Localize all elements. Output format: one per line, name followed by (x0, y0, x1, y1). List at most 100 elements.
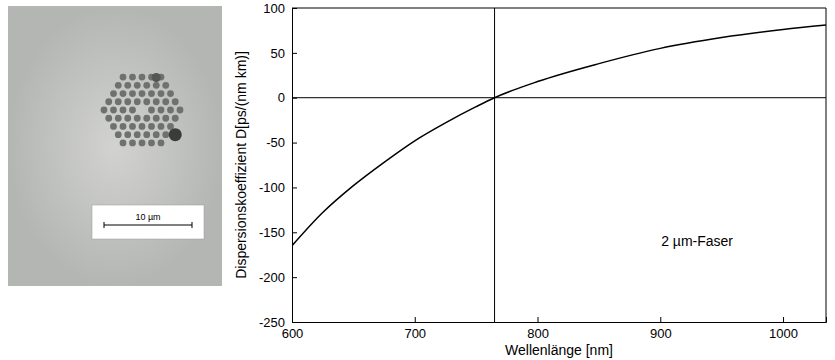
fiber-hole (162, 115, 169, 122)
annotation: 2 µm-Faser (661, 233, 733, 249)
y-tick: -150 (259, 225, 297, 240)
x-tick-mark (660, 317, 661, 322)
fiber-hole (115, 115, 122, 122)
y-tick-mark (292, 232, 297, 233)
fiber-hole (143, 115, 150, 122)
fiber-hole (134, 98, 141, 105)
fiber-hole (129, 107, 136, 114)
y-tick: -100 (259, 180, 297, 195)
fiber-hole (115, 82, 122, 89)
fiber-hole (158, 90, 165, 97)
fiber-hole (124, 82, 131, 89)
scale-bar-end (192, 222, 193, 228)
fiber-hole (158, 107, 165, 114)
fiber-hole (153, 115, 160, 122)
fiber-hole (129, 74, 136, 81)
fiber-hole (143, 131, 150, 138)
y-axis: -250 -200 -150 -100 -50 0 50 100 (259, 1, 297, 330)
y-tick-label: -200 (259, 270, 285, 285)
fiber-hole (139, 74, 146, 81)
y-tick-mark (292, 277, 297, 278)
scale-bar-label: 10 µm (135, 212, 160, 222)
y-tick: 100 (263, 1, 297, 16)
fiber-hole (162, 98, 169, 105)
fiber-hole (162, 131, 169, 138)
data-line (292, 25, 826, 246)
fiber-hole (139, 123, 146, 130)
x-axis: 6007008009001000 (282, 317, 827, 341)
y-tick-mark (292, 322, 297, 323)
fiber-hole (169, 128, 182, 141)
fiber-hole (115, 98, 122, 105)
fiber-hole (139, 90, 146, 97)
x-axis-title: Wellenlänge [nm] (505, 342, 613, 358)
fiber-hole (120, 123, 127, 130)
x-tick: 700 (404, 317, 426, 341)
fiber-hole (172, 98, 179, 105)
x-tick-label: 800 (527, 326, 549, 341)
fiber-hole (120, 90, 127, 97)
fiber-hole (143, 82, 150, 89)
y-tick: -250 (259, 315, 297, 330)
y-tick: 50 (271, 46, 297, 61)
scale-bar-box (92, 205, 204, 239)
y-tick-label: 0 (278, 90, 285, 105)
fiber-hole (148, 107, 155, 114)
x-tick: 800 (527, 317, 549, 341)
y-axis-title: Dispersionskoeffizient D[ps/(nm km)] (233, 51, 249, 279)
frame-top (292, 8, 826, 9)
fiber-hole (129, 140, 136, 147)
fiber-hole (124, 131, 131, 138)
reference-line-y (292, 97, 826, 98)
x-tick: 1000 (769, 317, 798, 341)
y-tick-label: -100 (259, 180, 285, 195)
fiber-hole (158, 140, 165, 147)
fiber-hole (148, 140, 155, 147)
fiber-hole (152, 73, 161, 82)
figure: 10 µm6007008009001000-250-200-150-100-50… (0, 0, 835, 360)
fiber-hole (115, 131, 122, 138)
fiber-hole (172, 115, 179, 122)
fiber-hole (153, 131, 160, 138)
photo: 10 µm (8, 6, 222, 286)
fiber-hole (134, 131, 141, 138)
x-tick-mark (415, 317, 416, 322)
fiber-hole (110, 123, 117, 130)
fiber-hole (105, 115, 112, 122)
y-tick-label: -250 (259, 315, 285, 330)
fiber-hole (120, 107, 127, 114)
fiber-hole (120, 140, 127, 147)
scale-bar-end (104, 222, 105, 228)
y-axis-line (293, 9, 298, 323)
y-tick: -50 (266, 135, 297, 150)
y-tick-label: 100 (263, 1, 285, 16)
x-tick-label: 900 (650, 326, 672, 341)
fiber-hole (129, 123, 136, 130)
x-tick-mark (538, 317, 539, 322)
reference-line-x (494, 8, 495, 322)
fiber-hole (143, 98, 150, 105)
fiber-hole (153, 82, 160, 89)
fiber-hole (110, 107, 117, 114)
fiber-hole (105, 98, 112, 105)
photo-background (8, 6, 222, 286)
x-tick: 900 (650, 317, 672, 341)
x-axis-line (293, 317, 827, 323)
fiber-hole (134, 115, 141, 122)
fiber-hole (167, 107, 174, 114)
y-tick-mark (292, 187, 297, 188)
plot-area (292, 8, 826, 322)
frame-right (826, 8, 827, 322)
fiber-hole (101, 107, 108, 114)
y-tick-mark (292, 143, 297, 144)
fiber-hole (167, 90, 174, 97)
fiber-hole (124, 98, 131, 105)
x-tick-label: 700 (404, 326, 426, 341)
fiber-hole (124, 115, 131, 122)
y-tick-mark (292, 53, 297, 54)
fiber-hole (129, 90, 136, 97)
fiber-hole (148, 90, 155, 97)
fiber-hole (139, 140, 146, 147)
fiber-hole (177, 107, 184, 114)
chart: 6007008009001000-250-200-150-100-5005010… (233, 1, 827, 358)
